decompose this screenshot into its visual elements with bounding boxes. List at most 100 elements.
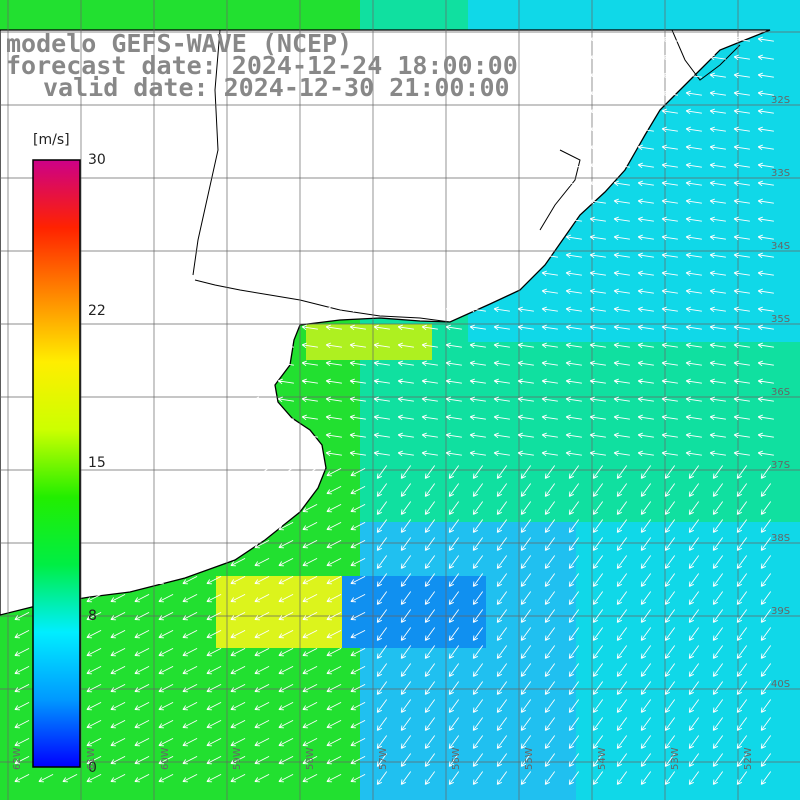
wind-arrow [400,735,412,749]
wind-arrow [757,36,774,43]
field-cell [792,288,800,307]
field-cell [666,126,685,145]
field-cell [684,0,703,19]
wind-arrow [206,773,222,783]
field-cell [342,756,361,775]
field-cell [342,684,361,703]
field-cell [702,288,721,307]
field-cell [558,576,577,595]
field-cell [738,414,757,433]
field-cell [774,702,793,721]
field-cell [702,594,721,613]
wind-arrow [733,270,750,277]
wind-arrow [326,611,342,621]
field-cell [234,630,253,649]
wind-arrow [733,252,750,259]
field-cell [522,0,541,19]
field-cell [702,306,721,325]
wind-arrow [254,467,270,477]
field-cell [558,0,577,19]
wind-arrow [637,414,654,421]
field-cell [756,630,775,649]
wind-arrow [613,306,630,313]
wind-arrow [688,519,700,533]
field-cell [774,468,793,487]
field-cell [234,720,253,739]
wind-arrow [254,737,270,747]
wind-arrow [14,593,30,603]
wind-arrow [278,557,294,567]
field-cell [504,684,523,703]
field-cell [306,594,325,613]
wind-arrow [158,737,174,747]
field-cell [630,216,649,235]
field-cell [342,738,361,757]
field-cell [630,324,649,343]
wind-arrow [544,627,556,641]
field-cell [792,684,800,703]
field-cell [594,396,613,415]
field-cell [612,0,631,19]
wind-arrow [134,665,150,675]
field-cell [558,450,577,469]
wind-arrow [664,663,676,677]
field-cell [306,720,325,739]
wind-arrow [301,324,318,331]
wind-arrow [86,611,102,621]
wind-arrow [757,252,774,259]
field-cell [558,486,577,505]
field-cell [198,684,217,703]
wind-arrow [565,90,582,97]
wind-arrow [278,611,294,621]
field-cell [216,702,235,721]
lon-label-58w: 58W [305,747,316,770]
wind-arrow [400,645,412,659]
wind-arrow [712,735,724,749]
wind-arrow [520,609,532,623]
field-cell [630,756,649,775]
field-cell [666,756,685,775]
field-cell [18,666,37,685]
field-cell [486,756,505,775]
field-cell [738,324,757,343]
wind-arrow [277,360,294,367]
field-cell [792,450,800,469]
wind-arrow [254,629,270,639]
field-cell [126,0,145,19]
wind-arrow [134,593,150,603]
field-cell [306,630,325,649]
wind-arrow [158,593,174,603]
field-cell [450,504,469,523]
field-cell [792,144,800,163]
field-cell [792,324,800,343]
wind-arrow [757,162,774,169]
field-cell [342,378,361,397]
field-cell [450,756,469,775]
field-cell [288,648,307,667]
wind-arrow [182,719,198,729]
field-cell [378,342,397,361]
wind-arrow [448,753,460,767]
field-cell [450,666,469,685]
field-cell [360,630,379,649]
wind-arrow [733,144,750,151]
wind-arrow [278,593,294,603]
wind-arrow [350,665,366,675]
field-cell [594,558,613,577]
field-cell [756,486,775,505]
field-cell [558,684,577,703]
field-cell [18,756,37,775]
wind-arrow [206,557,222,567]
field-cell [324,558,343,577]
wind-arrow [709,198,726,205]
wind-arrow [110,557,126,567]
field-cell [792,648,800,667]
field-cell [630,468,649,487]
field-cell [612,594,631,613]
field-cell [630,774,649,793]
field-cell [378,432,397,451]
field-cell [414,702,433,721]
wind-arrow [469,378,486,385]
lat-label-35s: 35S [771,314,791,325]
